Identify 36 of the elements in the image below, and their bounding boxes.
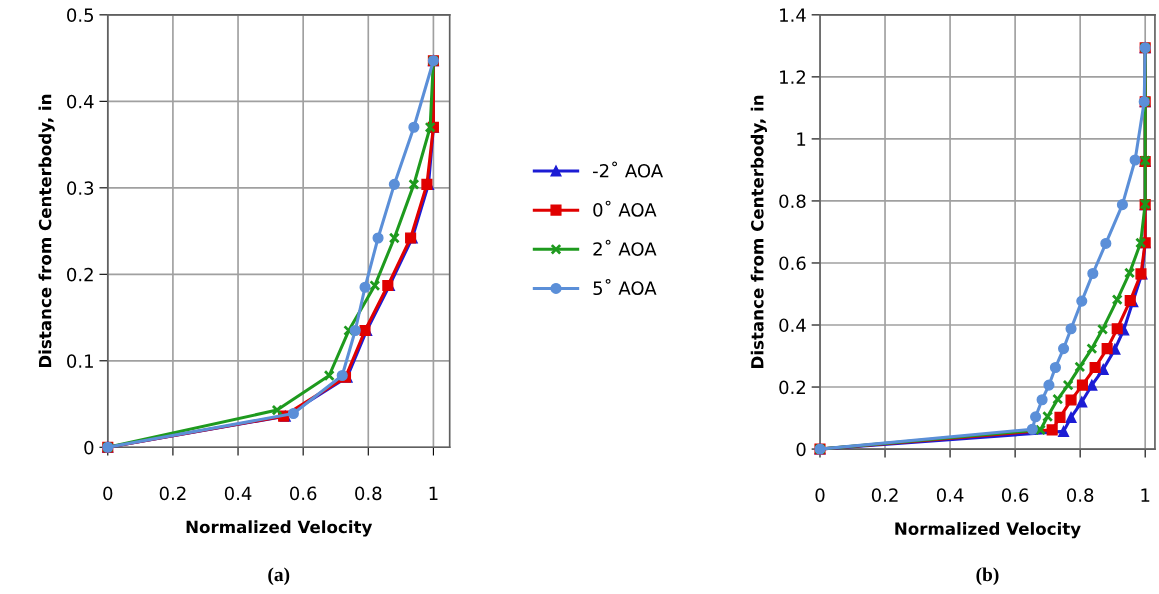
x-tick-label: 0 [103,486,113,501]
x-tick-label: 0.8 [1066,488,1094,502]
y-tick-label: 0.2 [67,267,93,282]
text: (a) [268,567,290,586]
x-tick-label: 0.6 [1001,488,1029,502]
x-tick-label: 0.8 [355,486,382,501]
x-axis-title: Normalized Velocity [186,520,373,537]
y-axis-title: Distance from Centerbody, in [38,94,55,368]
y-tick-label: 0.1 [67,354,93,368]
y-tick-label: 0.5 [67,8,94,22]
y-axis-title: Distance from Centerbody, in [750,95,767,368]
y-tick-label: 0.4 [779,318,806,333]
x-axis-title: Normalized Velocity [895,522,1081,539]
y-tick-label: 0.4 [67,94,94,109]
x-tick-label: 1 [429,486,438,500]
y-tick-label: 1.4 [780,8,806,22]
legend-label: 0˚ AOA [593,200,657,217]
legend-label: 2˚ AOA [593,239,657,256]
legend-label: 5˚ AOA [593,278,657,296]
x-tick-label: 0 [815,488,825,502]
x-tick-label: 1 [1141,488,1150,502]
legend-label: -2˚ AOA [592,161,663,178]
y-tick-label: 0 [84,440,94,455]
x-tick-label: 0.6 [289,486,317,501]
y-tick-label: 1.2 [780,70,805,84]
y-tick-label: 0.2 [779,380,805,395]
x-tick-label: 0.2 [871,488,898,502]
y-tick-label: 0.6 [779,256,806,271]
y-tick-label: 1 [797,132,806,146]
x-tick-label: 0.4 [936,488,964,502]
text: (b) [976,567,999,586]
x-tick-label: 0.4 [224,486,252,501]
y-tick-label: 0.8 [779,194,806,209]
x-tick-label: 0.2 [159,486,186,501]
y-tick-label: 0 [796,442,806,457]
y-tick-label: 0.3 [67,181,94,195]
